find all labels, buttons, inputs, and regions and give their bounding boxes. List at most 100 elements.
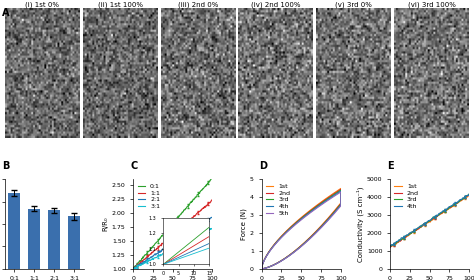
Line: 2nd: 2nd (262, 189, 341, 269)
0:1 (152, 242, 157, 246)
2:1 (206, 219, 211, 223)
Title: (ii) 1st 100%: (ii) 1st 100% (98, 1, 143, 8)
3rd (272, 263, 277, 266)
Line: 4th: 4th (390, 194, 469, 247)
0:1 (210, 176, 215, 179)
1:1 (135, 263, 141, 266)
3rd (428, 219, 434, 222)
2nd (387, 246, 393, 249)
1st (463, 197, 468, 200)
Line: 4th: 4th (262, 191, 341, 269)
0:1 (134, 263, 139, 266)
2nd (466, 193, 472, 197)
1st (460, 197, 465, 201)
2nd (266, 265, 272, 269)
3:1 (206, 228, 211, 232)
4th (268, 248, 274, 251)
Text: D: D (259, 161, 267, 171)
4th (460, 196, 465, 199)
3rd (288, 226, 294, 229)
5th (272, 263, 277, 266)
Y-axis label: Force (N): Force (N) (241, 208, 247, 240)
2nd (434, 215, 440, 218)
1:1 (210, 198, 215, 201)
0:1 (130, 266, 136, 270)
Line: 5th: 5th (262, 192, 341, 269)
2nd (288, 225, 294, 228)
Y-axis label: R/R₀: R/R₀ (103, 217, 109, 232)
1:1 (145, 255, 151, 259)
1st (406, 234, 411, 237)
Text: C: C (131, 161, 138, 171)
0:1 (131, 267, 137, 270)
Text: E: E (388, 161, 394, 171)
Line: 1:1: 1:1 (133, 200, 212, 269)
Line: 1st: 1st (262, 188, 341, 269)
Bar (28, 209, 40, 269)
Title: (vi) 3rd 100%: (vi) 3rd 100% (408, 1, 456, 8)
3rd (387, 245, 393, 248)
1st (272, 263, 277, 266)
1st (466, 193, 472, 197)
4th (338, 189, 344, 193)
2nd (265, 252, 271, 255)
0:1 (203, 185, 209, 188)
1st (268, 247, 274, 250)
1st (288, 225, 294, 228)
3rd (434, 214, 440, 218)
5th (301, 216, 307, 219)
3rd (259, 267, 264, 270)
4th (272, 263, 277, 266)
2nd (259, 267, 264, 270)
5th (288, 227, 294, 230)
2nd (301, 214, 307, 218)
2nd (259, 267, 264, 270)
5th (268, 248, 274, 251)
2nd (268, 247, 274, 250)
5th (338, 190, 344, 194)
1st (465, 193, 471, 196)
0:1 (136, 261, 141, 265)
1st (434, 215, 440, 218)
3rd (259, 267, 264, 270)
Y-axis label: Conductivity (S cm⁻¹): Conductivity (S cm⁻¹) (356, 186, 364, 262)
Title: (i) 1st 0%: (i) 1st 0% (25, 1, 59, 8)
3:1 (151, 256, 157, 260)
1st (265, 251, 271, 255)
1:1 (134, 264, 139, 268)
0:1 (146, 250, 151, 253)
Title: (iii) 2nd 0%: (iii) 2nd 0% (178, 1, 218, 8)
Line: 2nd: 2nd (390, 195, 469, 248)
Line: 3:1: 3:1 (133, 228, 212, 269)
2nd (460, 197, 465, 200)
2:1 (210, 215, 215, 219)
3rd (338, 188, 344, 192)
3:1 (135, 264, 141, 268)
0:1 (206, 181, 212, 184)
3rd (406, 234, 411, 237)
4th (466, 192, 472, 195)
4th (301, 215, 307, 219)
Line: 3rd: 3rd (390, 194, 469, 246)
Title: (iv) 2nd 100%: (iv) 2nd 100% (251, 1, 301, 8)
Bar (68, 216, 81, 269)
2nd (463, 196, 468, 199)
2nd (272, 263, 277, 266)
Legend: 0:1, 1:1, 2:1, 3:1: 0:1, 1:1, 2:1, 3:1 (137, 183, 161, 210)
2:1 (145, 258, 151, 261)
Bar (9, 193, 20, 269)
2nd (406, 233, 411, 237)
1st (266, 265, 272, 269)
Bar (48, 210, 60, 269)
1st (301, 214, 307, 217)
Legend: 1st, 2nd, 3rd, 4th, 5th: 1st, 2nd, 3rd, 4th, 5th (264, 183, 292, 217)
3rd (466, 192, 472, 196)
3rd (463, 194, 468, 198)
4th (266, 265, 272, 269)
Line: 1st: 1st (390, 195, 469, 247)
2nd (428, 218, 434, 222)
5th (266, 265, 272, 269)
4th (428, 218, 434, 222)
5th (259, 267, 264, 270)
1:1 (206, 202, 211, 205)
